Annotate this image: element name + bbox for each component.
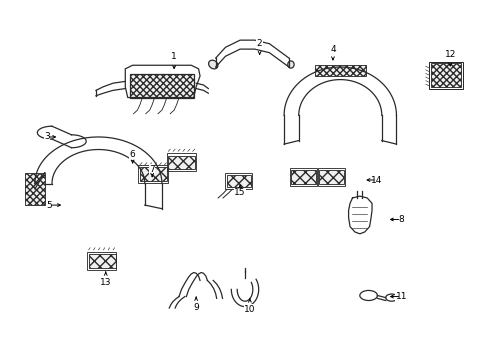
Ellipse shape bbox=[288, 61, 294, 68]
Text: 1: 1 bbox=[172, 52, 177, 61]
Text: 10: 10 bbox=[244, 305, 256, 314]
Text: 2: 2 bbox=[257, 39, 263, 48]
Text: 7: 7 bbox=[149, 165, 155, 174]
Text: 15: 15 bbox=[234, 188, 246, 197]
Text: 9: 9 bbox=[193, 303, 199, 312]
FancyBboxPatch shape bbox=[130, 74, 194, 98]
Text: 11: 11 bbox=[395, 292, 407, 301]
FancyBboxPatch shape bbox=[431, 63, 461, 87]
FancyBboxPatch shape bbox=[140, 167, 167, 181]
Text: 4: 4 bbox=[330, 45, 336, 54]
Ellipse shape bbox=[209, 60, 218, 69]
Text: 13: 13 bbox=[100, 278, 112, 287]
Text: 14: 14 bbox=[371, 176, 383, 185]
FancyBboxPatch shape bbox=[168, 156, 195, 169]
Text: 5: 5 bbox=[47, 201, 52, 210]
Text: 3: 3 bbox=[44, 132, 50, 141]
FancyBboxPatch shape bbox=[227, 175, 251, 187]
Text: 6: 6 bbox=[130, 150, 136, 159]
FancyBboxPatch shape bbox=[315, 64, 366, 76]
FancyBboxPatch shape bbox=[292, 170, 316, 184]
FancyBboxPatch shape bbox=[25, 173, 45, 205]
FancyBboxPatch shape bbox=[89, 254, 116, 268]
Text: 8: 8 bbox=[398, 215, 404, 224]
FancyBboxPatch shape bbox=[319, 170, 343, 184]
Text: 12: 12 bbox=[444, 50, 456, 59]
